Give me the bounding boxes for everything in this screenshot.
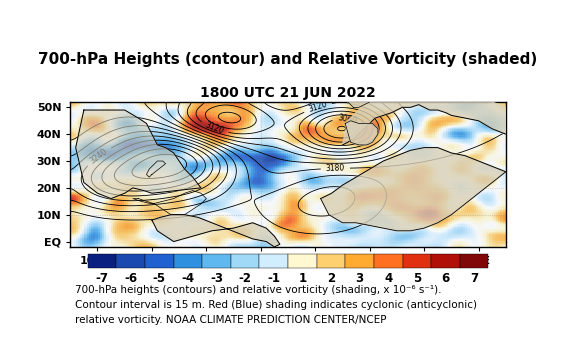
Text: -6: -6 xyxy=(124,272,137,285)
Text: 7: 7 xyxy=(470,272,478,285)
Text: -4: -4 xyxy=(182,272,194,285)
Text: -7: -7 xyxy=(96,272,108,285)
Text: 3180: 3180 xyxy=(325,164,345,173)
Polygon shape xyxy=(152,215,280,247)
Text: 1: 1 xyxy=(298,272,306,285)
Bar xyxy=(260,254,288,268)
Text: 3120: 3120 xyxy=(307,100,328,114)
Text: -2: -2 xyxy=(239,272,252,285)
Polygon shape xyxy=(321,148,506,231)
Text: 3060: 3060 xyxy=(337,113,357,126)
Text: -5: -5 xyxy=(153,272,166,285)
Bar xyxy=(374,254,402,268)
Bar xyxy=(116,254,145,268)
Text: -3: -3 xyxy=(210,272,223,285)
Bar xyxy=(88,254,116,268)
Bar xyxy=(145,254,174,268)
Text: 1800 UTC 21 JUN 2022: 1800 UTC 21 JUN 2022 xyxy=(200,86,376,100)
Text: 6: 6 xyxy=(441,272,450,285)
Bar xyxy=(460,254,488,268)
Text: 2: 2 xyxy=(327,272,335,285)
Text: 4: 4 xyxy=(384,272,392,285)
Bar xyxy=(288,254,316,268)
Bar xyxy=(316,254,345,268)
Text: 700-hPa heights (contours) and relative vorticity (shading, x 10⁻⁶ s⁻¹).: 700-hPa heights (contours) and relative … xyxy=(75,285,441,295)
Text: 700-hPa Heights (contour) and Relative Vorticity (shaded): 700-hPa Heights (contour) and Relative V… xyxy=(38,52,538,67)
Polygon shape xyxy=(76,110,201,199)
Text: 3120: 3120 xyxy=(204,121,225,136)
Bar xyxy=(174,254,202,268)
Text: 3240: 3240 xyxy=(88,147,110,165)
Text: 5: 5 xyxy=(413,272,421,285)
Bar xyxy=(402,254,431,268)
Text: -1: -1 xyxy=(267,272,280,285)
Text: Contour interval is 15 m. Red (Blue) shading indicates cyclonic (anticyclonic): Contour interval is 15 m. Red (Blue) sha… xyxy=(75,300,477,310)
Polygon shape xyxy=(345,121,378,145)
Text: relative vorticity. NOAA CLIMATE PREDICTION CENTER/NCEP: relative vorticity. NOAA CLIMATE PREDICT… xyxy=(75,315,386,325)
Polygon shape xyxy=(342,83,506,145)
Text: 3: 3 xyxy=(356,272,364,285)
Bar xyxy=(431,254,460,268)
Polygon shape xyxy=(348,83,375,108)
Bar xyxy=(345,254,374,268)
Bar xyxy=(202,254,231,268)
Bar xyxy=(231,254,260,268)
